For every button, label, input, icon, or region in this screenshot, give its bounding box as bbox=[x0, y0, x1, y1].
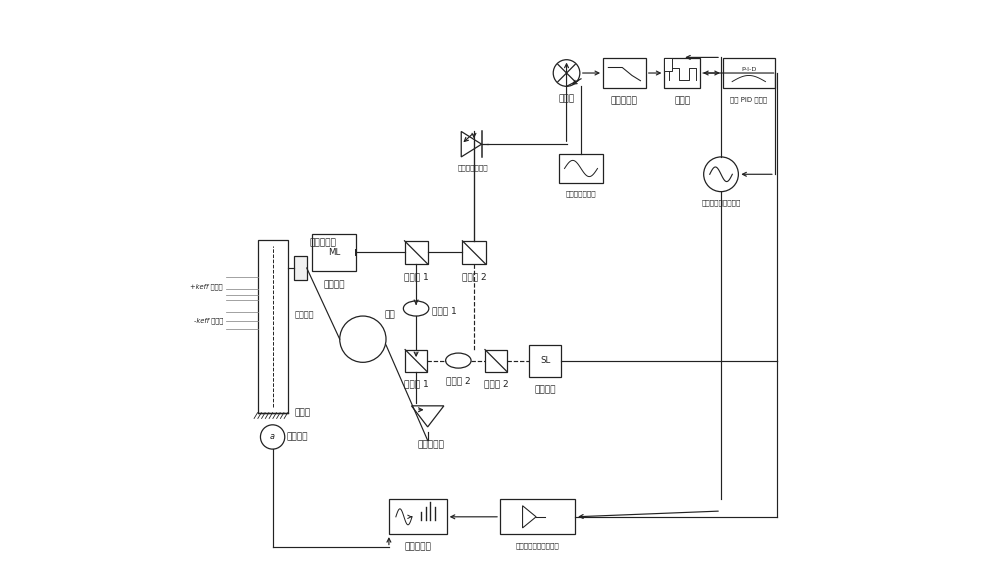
Text: SL: SL bbox=[540, 356, 550, 365]
Bar bbox=[462, 241, 486, 264]
Text: 低通滤波器: 低通滤波器 bbox=[611, 96, 638, 105]
Text: 数字 PID 控制器: 数字 PID 控制器 bbox=[730, 96, 767, 103]
Text: 鉴相器: 鉴相器 bbox=[674, 96, 690, 105]
Text: 干涉腔体: 干涉腔体 bbox=[295, 310, 314, 320]
Text: 混频器: 混频器 bbox=[558, 94, 575, 103]
Text: 分束镜 2: 分束镜 2 bbox=[484, 379, 508, 388]
Bar bbox=[559, 154, 603, 183]
Bar bbox=[312, 234, 356, 271]
Text: 直接数字频率合成器: 直接数字频率合成器 bbox=[701, 200, 741, 206]
Text: 合束镜 2: 合束镜 2 bbox=[462, 272, 486, 281]
Text: 光纤准直器: 光纤准直器 bbox=[309, 239, 336, 248]
Bar bbox=[485, 350, 507, 372]
Text: 起偏器 2: 起偏器 2 bbox=[446, 377, 471, 386]
Bar bbox=[405, 350, 427, 372]
Text: P-I-D: P-I-D bbox=[741, 67, 756, 72]
Text: 主激光器: 主激光器 bbox=[323, 280, 345, 289]
Text: +keff 拉曼光: +keff 拉曼光 bbox=[190, 284, 223, 291]
Text: ML: ML bbox=[328, 248, 340, 257]
Text: 起偏器 1: 起偏器 1 bbox=[432, 306, 457, 316]
Text: 反射镜: 反射镜 bbox=[295, 408, 311, 417]
Bar bbox=[723, 57, 775, 88]
Bar bbox=[603, 57, 646, 88]
Bar bbox=[664, 57, 700, 88]
Text: 加速度计: 加速度计 bbox=[286, 433, 308, 441]
Text: 模数转换器: 模数转换器 bbox=[404, 542, 431, 551]
Bar bbox=[294, 256, 307, 280]
Bar bbox=[529, 345, 561, 376]
Text: 分束镜 1: 分束镜 1 bbox=[404, 272, 428, 281]
Text: 高速光拍频探头: 高速光拍频探头 bbox=[457, 165, 488, 171]
Text: 光纤耦合器: 光纤耦合器 bbox=[418, 440, 445, 449]
Text: 现场可编程逻辑门阵列: 现场可编程逻辑门阵列 bbox=[516, 542, 559, 549]
Text: 合束镜 1: 合束镜 1 bbox=[404, 379, 428, 388]
Text: 光纤: 光纤 bbox=[385, 310, 396, 320]
Text: a: a bbox=[270, 433, 275, 441]
Bar bbox=[405, 241, 428, 264]
Text: 从激光器: 从激光器 bbox=[534, 385, 556, 394]
Bar bbox=[258, 240, 288, 412]
Text: -keff 拉曼光: -keff 拉曼光 bbox=[194, 317, 223, 324]
Bar bbox=[389, 499, 447, 534]
Bar bbox=[664, 57, 672, 71]
Bar bbox=[500, 499, 575, 534]
Text: 介质锁相振荡器: 介质锁相振荡器 bbox=[566, 190, 596, 197]
